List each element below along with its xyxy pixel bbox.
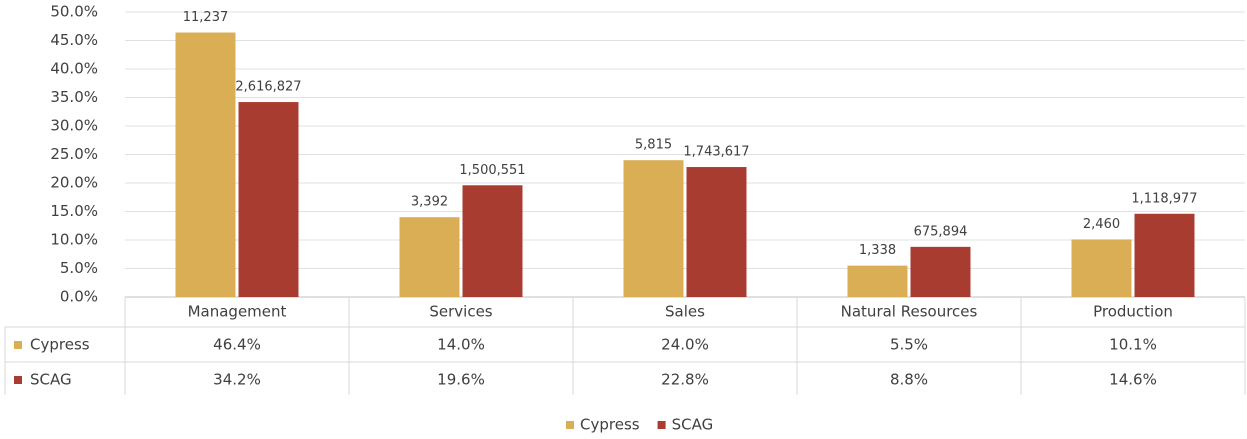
y-tick-label: 30.0% <box>50 117 98 135</box>
legend-key <box>566 421 574 429</box>
data-label: 5,815 <box>635 138 672 153</box>
data-label: 11,237 <box>183 10 229 25</box>
table-cell: 19.6% <box>437 371 485 389</box>
table-cell: 14.0% <box>437 336 485 354</box>
y-tick-label: 35.0% <box>50 88 98 106</box>
table-cell: 46.4% <box>213 336 261 354</box>
y-tick-label: 5.0% <box>60 259 98 277</box>
y-tick-label: 20.0% <box>50 174 98 192</box>
y-tick-label: 0.0% <box>60 288 98 306</box>
bar <box>623 160 684 297</box>
y-tick-label: 50.0% <box>50 3 98 21</box>
table-cell: 14.6% <box>1109 371 1157 389</box>
table-cell: 34.2% <box>213 371 261 389</box>
bar <box>238 102 299 297</box>
data-label: 3,392 <box>411 195 448 210</box>
x-tick-label: Natural Resources <box>841 303 978 321</box>
data-label: 675,894 <box>914 224 968 239</box>
data-label: 1,338 <box>859 243 896 258</box>
table-series-name: SCAG <box>30 371 72 389</box>
bar <box>175 32 236 298</box>
y-tick-label: 40.0% <box>50 60 98 78</box>
legend-key <box>657 421 666 429</box>
bar <box>686 167 747 297</box>
y-tick-label: 45.0% <box>50 31 98 49</box>
y-tick-label: 25.0% <box>50 145 98 163</box>
table-cell: 10.1% <box>1109 336 1157 354</box>
data-label: 2,616,827 <box>235 80 301 95</box>
x-tick-label: Services <box>429 303 492 321</box>
legend-label: Cypress <box>580 416 640 434</box>
bar <box>847 265 908 297</box>
table-cell: 8.8% <box>890 371 928 389</box>
bar <box>910 246 971 297</box>
y-tick-label: 10.0% <box>50 231 98 249</box>
table-legend-key <box>14 376 22 384</box>
table-cell: 22.8% <box>661 371 709 389</box>
y-tick-label: 15.0% <box>50 202 98 220</box>
table-cell: 24.0% <box>661 336 709 354</box>
data-label: 2,460 <box>1083 217 1120 232</box>
bar <box>1071 239 1132 297</box>
table-legend-key <box>14 341 22 349</box>
x-tick-label: Management <box>188 303 287 321</box>
bar <box>1134 213 1195 297</box>
table-cell: 5.5% <box>890 336 928 354</box>
x-tick-label: Production <box>1093 303 1173 321</box>
legend-label: SCAG <box>672 416 714 434</box>
bar <box>399 217 460 297</box>
data-label: 1,743,617 <box>683 145 749 160</box>
bar <box>462 185 523 297</box>
table-series-name: Cypress <box>30 336 90 354</box>
x-tick-label: Sales <box>665 303 705 321</box>
data-label: 1,500,551 <box>459 163 525 178</box>
data-label: 1,118,977 <box>1131 191 1197 206</box>
